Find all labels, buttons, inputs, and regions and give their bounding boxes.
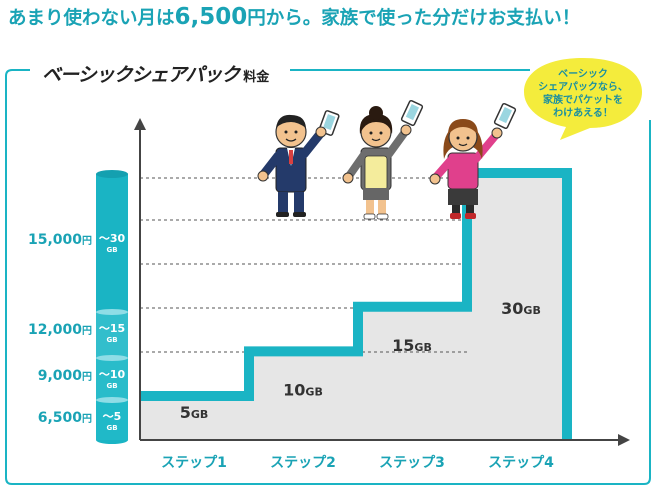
data-label-num: 15 — [392, 336, 414, 355]
cylinder-band — [96, 312, 128, 358]
headline-price: 6,500 — [174, 4, 248, 30]
data-label-unit: GB — [414, 341, 431, 354]
category-label: ステップ3 — [379, 455, 445, 471]
y-axis-arrow — [134, 118, 146, 130]
price-label: 15,000円 — [28, 232, 92, 248]
cylinder-range: ～30 — [99, 232, 126, 245]
price-num: 6,500 — [38, 410, 83, 426]
cylinder-top — [96, 170, 128, 178]
person-woman — [342, 99, 424, 220]
cylinder-unit: GB — [106, 424, 117, 432]
price-unit: 円 — [82, 235, 92, 247]
price-num: 12,000 — [28, 322, 82, 338]
section-title: ベーシックシェアパック 料金 — [36, 60, 276, 86]
cylinder-unit: GB — [106, 336, 117, 344]
cylinder-range: ～15 — [99, 322, 125, 335]
headline-post: 円から。家族で使った分だけお支払い！ — [247, 8, 581, 29]
data-label: 30GB — [501, 299, 541, 318]
cylinder-bottom — [96, 436, 128, 444]
cylinder-body — [96, 174, 128, 440]
data-label: 15GB — [392, 336, 432, 355]
frame-line — [5, 69, 651, 485]
cylinder-band — [96, 400, 128, 440]
headline: あまり使わない月は6,500円から。家族で使った分だけお支払い！ — [8, 4, 648, 30]
price-label: 12,000円 — [28, 322, 92, 338]
price-label: 6,500円 — [38, 410, 92, 426]
price-unit: 円 — [82, 413, 92, 425]
data-label-num: 30 — [501, 299, 523, 318]
step-line — [140, 168, 572, 440]
price-cylinder — [96, 170, 128, 444]
data-label-unit: GB — [191, 408, 208, 421]
cylinder-divider — [96, 355, 128, 361]
bars-group — [140, 173, 567, 440]
headline-pre: あまり使わない月は — [8, 8, 175, 29]
data-label: 5GB — [180, 403, 209, 422]
cylinder-unit: GB — [106, 382, 117, 390]
data-label-unit: GB — [523, 304, 540, 317]
data-label-num: 10 — [283, 380, 305, 399]
data-bar — [249, 351, 358, 440]
price-label: 9,000円 — [38, 368, 92, 384]
data-bar — [467, 173, 567, 440]
data-label: 10GB — [283, 380, 323, 399]
data-label-unit: GB — [305, 385, 322, 398]
cylinder-divider — [96, 397, 128, 403]
cylinder-band — [96, 358, 128, 400]
x-axis-arrow — [618, 434, 630, 446]
cylinder-divider — [96, 309, 128, 315]
cylinder-unit: GB — [106, 246, 117, 254]
data-label-num: 5 — [180, 403, 191, 422]
person-man — [257, 110, 340, 217]
price-num: 15,000 — [28, 232, 82, 248]
price-unit: 円 — [82, 371, 92, 383]
section-title-sub: 料金 — [243, 70, 270, 85]
section-title-main: ベーシックシェアパック — [42, 64, 240, 86]
speech-bubble-text: ベーシック シェアパックなら、 家族でパケットを わけあえる！ — [538, 69, 628, 119]
price-num: 9,000 — [38, 368, 83, 384]
category-label: ステップ2 — [270, 455, 336, 471]
category-label: ステップ4 — [488, 455, 554, 471]
data-bar — [358, 306, 467, 440]
speech-bubble — [524, 58, 642, 140]
person-girl — [429, 102, 517, 219]
category-label: ステップ1 — [161, 455, 227, 471]
price-unit: 円 — [82, 325, 92, 337]
data-bar — [140, 396, 249, 440]
cylinder-range: ～5 — [103, 410, 122, 423]
cylinder-range: ～10 — [99, 368, 126, 381]
